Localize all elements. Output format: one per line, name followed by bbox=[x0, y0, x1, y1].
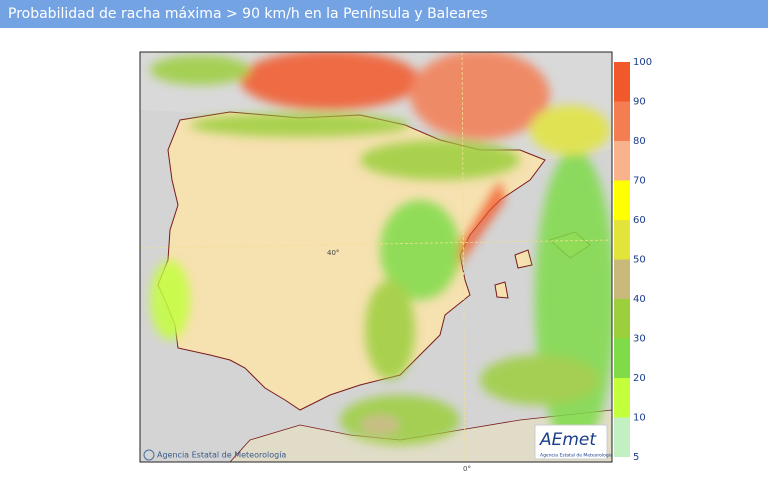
legend-color-band bbox=[614, 101, 630, 141]
legend-tick-label: 30 bbox=[633, 334, 646, 345]
legend-color-band bbox=[614, 141, 630, 181]
header-title: Probabilidad de racha máxima > 90 km/h e… bbox=[0, 0, 768, 28]
legend-color-band bbox=[614, 259, 630, 299]
credit: Agencia Estatal de Meteorología bbox=[157, 451, 286, 460]
legend-tick-label: 20 bbox=[633, 373, 646, 384]
longitude-label: 0° bbox=[463, 465, 471, 473]
legend-color-band bbox=[614, 299, 630, 339]
legend-color-band bbox=[614, 378, 630, 418]
legend-color-band bbox=[614, 338, 630, 378]
legend-color-band bbox=[614, 180, 630, 220]
map: 40° Agencia Estatal de Meteorología AEme… bbox=[140, 52, 613, 462]
legend-tick-label: 80 bbox=[633, 136, 646, 147]
legend-tick-label: 5 bbox=[633, 452, 639, 463]
legend-tick-label: 50 bbox=[633, 255, 646, 266]
logo-name: AEmet bbox=[539, 430, 597, 450]
legend-tick-label: 90 bbox=[633, 97, 646, 108]
color-legend: 100 90 80 70 60 50 40 30 20 10 5 bbox=[614, 57, 652, 463]
legend-color-band bbox=[614, 220, 630, 260]
logo-subtitle: Agencia Estatal de Meteorología bbox=[540, 452, 613, 459]
legend-tick-label: 40 bbox=[633, 294, 646, 305]
legend-color-band bbox=[614, 417, 630, 457]
legend-color-band bbox=[614, 62, 630, 102]
legend-tick-label: 10 bbox=[633, 413, 646, 424]
latitude-label: 40° bbox=[327, 249, 339, 257]
legend-tick-label: 100 bbox=[633, 57, 652, 68]
legend-tick-label: 70 bbox=[633, 176, 646, 187]
legend-tick-label: 60 bbox=[633, 215, 646, 226]
